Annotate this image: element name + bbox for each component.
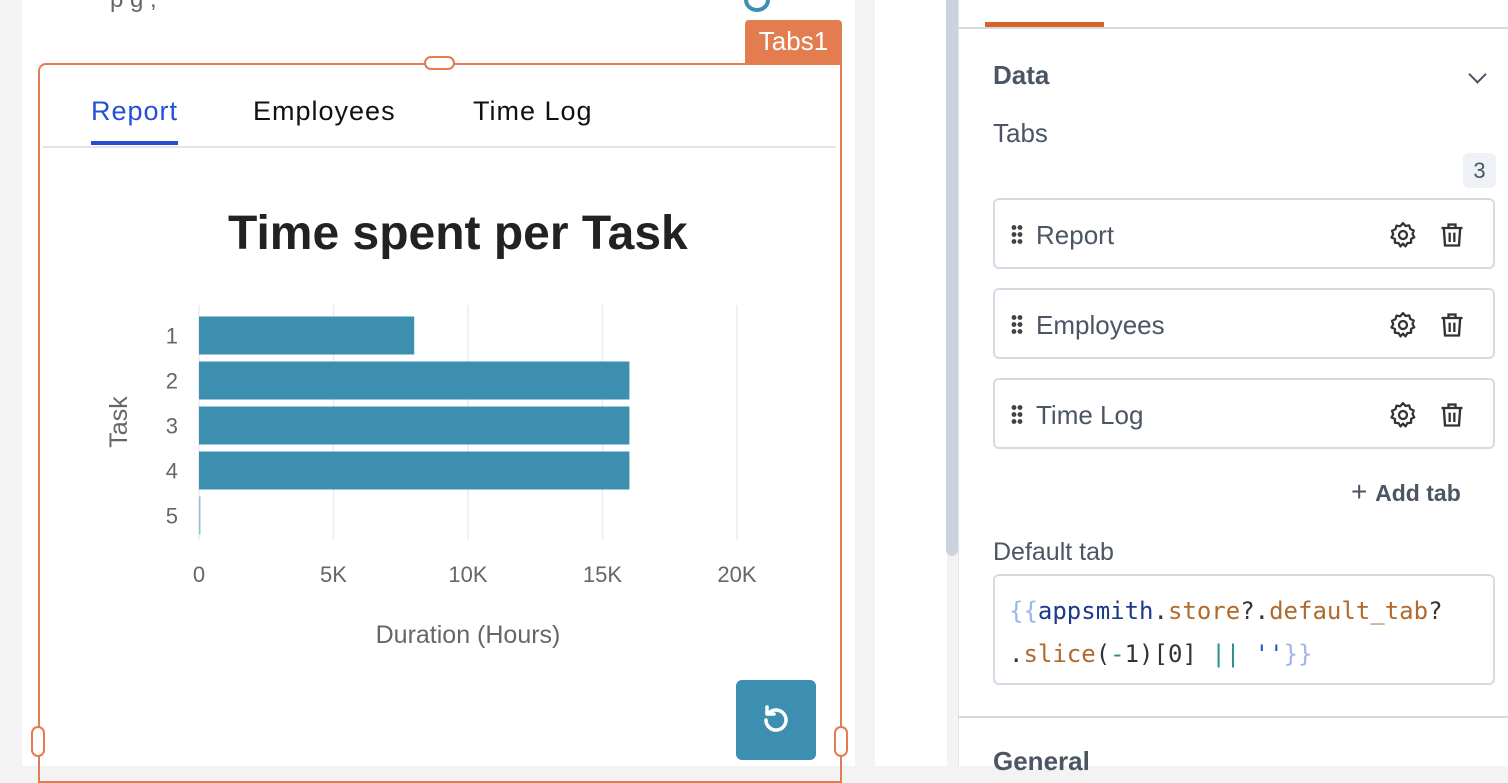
refresh-icon[interactable] xyxy=(744,0,770,12)
add-tab-label: Add tab xyxy=(1375,480,1461,506)
add-tab-button[interactable]: + Add tab xyxy=(1351,476,1461,508)
x-tick-label: 5K xyxy=(320,562,347,587)
default-tab-code-input[interactable]: {{appsmith.store?.default_tab? .slice(-1… xyxy=(993,574,1495,685)
code-token: default_tab xyxy=(1269,597,1429,625)
bar xyxy=(199,451,630,490)
code-token: 1)[0] xyxy=(1124,640,1212,668)
trash-icon[interactable] xyxy=(1438,400,1466,430)
bar xyxy=(199,361,630,400)
tabs-label: Tabs xyxy=(993,118,1048,148)
scrollbar[interactable] xyxy=(946,0,958,556)
code-token: }} xyxy=(1283,640,1313,668)
gear-icon[interactable] xyxy=(1388,220,1418,250)
section-general-title[interactable]: General xyxy=(993,746,1090,776)
drag-handle-icon[interactable] xyxy=(1011,224,1023,244)
y-tick-label: 2 xyxy=(166,369,178,394)
code-token: slice xyxy=(1023,640,1096,668)
plus-icon: + xyxy=(1351,476,1376,507)
x-tick-label: 20K xyxy=(717,562,756,587)
code-token: {{ xyxy=(1009,597,1038,625)
tab-item-employees[interactable]: Employees xyxy=(993,288,1495,359)
section-data-title[interactable]: Data xyxy=(993,60,1050,90)
resize-handle-top[interactable] xyxy=(424,56,455,70)
canvas-margin xyxy=(875,0,947,766)
code-token: store xyxy=(1167,597,1241,625)
partial-top-text: p g , xyxy=(110,0,157,14)
code-token: . xyxy=(1009,640,1024,668)
default-tab-label: Default tab xyxy=(993,538,1114,566)
tab-item-label: Time Log xyxy=(1036,400,1144,430)
y-tick-label: 3 xyxy=(166,414,178,439)
code-token: appsmith xyxy=(1037,597,1154,625)
tab-item-label: Report xyxy=(1036,220,1115,250)
y-axis-label: Task xyxy=(105,396,133,448)
y-tick-label: 1 xyxy=(166,324,178,349)
tab-report[interactable]: Report xyxy=(91,96,179,145)
code-token: ?. xyxy=(1240,597,1270,625)
bar-chart: 0 5K 10K 15K 20K 1 2 3 4 5 Duration (Hours) Task xyxy=(105,305,757,649)
code-token: - xyxy=(1110,640,1125,668)
divider xyxy=(959,27,1508,29)
reset-icon xyxy=(764,705,788,732)
tab-time-log[interactable]: Time Log xyxy=(473,96,593,126)
trash-icon[interactable] xyxy=(1438,310,1466,340)
drag-handle-icon[interactable] xyxy=(1011,404,1023,424)
tab-item-report[interactable]: Report xyxy=(993,198,1495,269)
reset-button[interactable] xyxy=(736,680,816,760)
resize-handle-left[interactable] xyxy=(31,726,45,757)
y-tick-label: 5 xyxy=(166,504,178,529)
drag-handle-icon[interactable] xyxy=(1011,314,1023,334)
trash-icon[interactable] xyxy=(1438,220,1466,250)
code-token: . xyxy=(1153,597,1168,625)
widget-name-tag[interactable]: Tabs1 xyxy=(745,20,842,63)
code-token: || xyxy=(1211,640,1241,668)
gear-icon[interactable] xyxy=(1388,310,1418,340)
x-tick-label: 10K xyxy=(448,562,487,587)
active-pane-tab-indicator xyxy=(985,22,1104,27)
code-token xyxy=(1240,640,1254,668)
bar xyxy=(199,316,415,355)
bar xyxy=(199,496,201,535)
code-token: ( xyxy=(1095,640,1111,668)
chevron-down-icon[interactable] xyxy=(1468,65,1487,84)
x-axis-label: Duration (Hours) xyxy=(376,621,561,649)
tab-employees[interactable]: Employees xyxy=(253,96,396,126)
divider xyxy=(959,716,1508,718)
tab-item-time-log[interactable]: Time Log xyxy=(993,378,1495,449)
code-token: ? xyxy=(1428,597,1443,625)
bar xyxy=(199,406,630,445)
code-token: '' xyxy=(1254,640,1284,668)
y-tick-label: 4 xyxy=(166,459,178,484)
chart-title: Time spent per Task xyxy=(228,207,688,260)
x-tick-label: 0 xyxy=(193,562,205,587)
gear-icon[interactable] xyxy=(1388,400,1418,430)
x-tick-label: 15K xyxy=(583,562,622,587)
property-pane: Data Tabs 3 Report Employees Time Log + … xyxy=(958,0,1508,776)
tabs-count-badge: 3 xyxy=(1463,153,1496,188)
tab-item-label: Employees xyxy=(1036,310,1165,340)
resize-handle-right[interactable] xyxy=(834,726,848,757)
tab-bar: Report Employees Time Log xyxy=(43,90,836,148)
